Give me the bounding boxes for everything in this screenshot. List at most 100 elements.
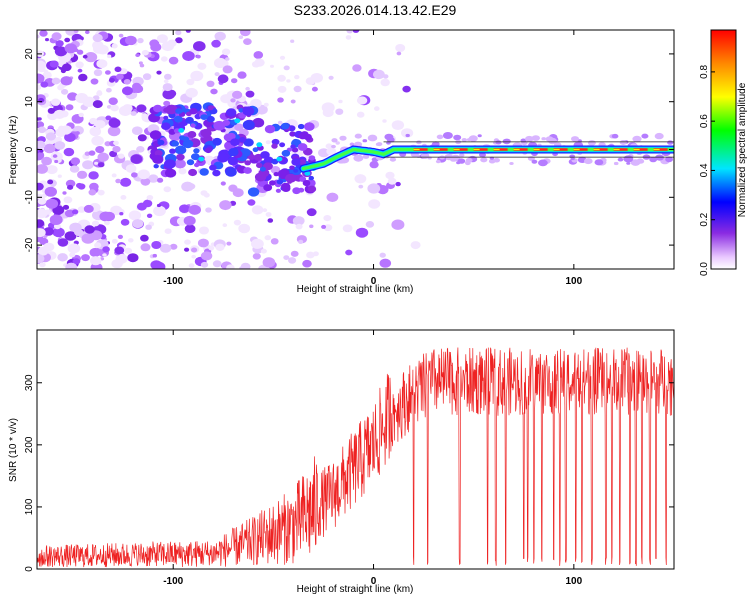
heatmap-cell bbox=[354, 133, 362, 139]
heatmap-cell bbox=[141, 113, 148, 118]
heatmap-cell bbox=[142, 73, 152, 81]
heatmap-cell bbox=[290, 39, 295, 43]
heatmap-cell bbox=[43, 227, 54, 236]
heatmap-cell bbox=[154, 150, 163, 157]
heatmap-cell bbox=[405, 133, 410, 138]
heatmap-cell bbox=[70, 251, 76, 256]
heatmap-cell bbox=[140, 243, 151, 252]
heatmap-cell bbox=[124, 247, 133, 254]
heatmap-cell bbox=[200, 114, 208, 120]
heatmap-cell bbox=[166, 89, 177, 98]
heatmap-cell bbox=[94, 161, 99, 165]
heatmap-cell bbox=[200, 261, 209, 268]
heatmap-cell bbox=[382, 119, 387, 123]
spectrogram-heatmap bbox=[37, 30, 674, 269]
heatmap-cell bbox=[263, 156, 274, 165]
heatmap-cell bbox=[297, 143, 308, 151]
heatmap-cell bbox=[352, 30, 360, 33]
heatmap-cell bbox=[141, 49, 149, 56]
heatmap-cell bbox=[197, 62, 207, 70]
heatmap-cell bbox=[97, 90, 102, 95]
heatmap-cell bbox=[252, 117, 265, 128]
heatmap-cell bbox=[39, 262, 46, 268]
colorbar-axis: 0.0 0.2 0.4 0.6 0.8 bbox=[699, 64, 715, 276]
heatmap-cell bbox=[84, 225, 95, 234]
heatmap-cell bbox=[368, 199, 381, 209]
heatmap-cell bbox=[263, 184, 273, 192]
heatmap-cell bbox=[132, 219, 144, 229]
heatmap-cell bbox=[243, 38, 252, 45]
heatmap-cell bbox=[307, 185, 317, 193]
heatmap-cell bbox=[37, 126, 47, 134]
heatmap-cell bbox=[222, 65, 233, 74]
heatmap-cell bbox=[271, 138, 280, 146]
heatmap-cell bbox=[252, 252, 261, 260]
heatmap-cell bbox=[60, 125, 72, 135]
heatmap-cell bbox=[362, 139, 368, 143]
heatmap-cell bbox=[130, 154, 143, 164]
heatmap-cell bbox=[208, 245, 215, 251]
heatmap-cell bbox=[77, 68, 83, 73]
heatmap-cell bbox=[206, 80, 215, 88]
heatmap-cell bbox=[495, 140, 502, 145]
heatmap-cell bbox=[128, 238, 134, 243]
heatmap-cell bbox=[619, 140, 627, 145]
heatmap-cell bbox=[248, 154, 256, 160]
heatmap-cell bbox=[151, 241, 162, 249]
heatmap-cell bbox=[275, 188, 281, 193]
heatmap-cell bbox=[111, 259, 123, 269]
snr-y-tick-label: 300 bbox=[24, 374, 35, 391]
heatmap-cell bbox=[641, 133, 649, 139]
heatmap-cell bbox=[88, 189, 97, 196]
heatmap-cell bbox=[185, 30, 191, 33]
heatmap-cell bbox=[107, 126, 121, 137]
heatmap-cell bbox=[264, 125, 276, 134]
heatmap-cell bbox=[238, 108, 244, 113]
heatmap-cell bbox=[39, 30, 48, 37]
heatmap-cell bbox=[110, 104, 119, 112]
heatmap-cell bbox=[91, 135, 104, 146]
heatmap-cell bbox=[37, 121, 45, 129]
heatmap-cell bbox=[354, 174, 367, 184]
heatmap-cell bbox=[197, 238, 209, 248]
heatmap-cell bbox=[118, 105, 132, 116]
spectrogram-y-tick-label: 0 bbox=[24, 146, 35, 152]
heatmap-cell bbox=[209, 164, 217, 171]
heatmap-cell bbox=[105, 70, 111, 75]
heatmap-cell bbox=[263, 102, 269, 107]
heatmap-cell bbox=[308, 155, 316, 161]
heatmap-cell bbox=[230, 138, 240, 146]
heatmap-cell bbox=[88, 171, 99, 180]
heatmap-cell bbox=[165, 104, 178, 115]
heatmap-cell bbox=[90, 78, 99, 85]
heatmap-cell bbox=[367, 134, 378, 142]
heatmap-cell bbox=[244, 160, 251, 166]
heatmap-cell bbox=[335, 108, 344, 115]
heatmap-cell bbox=[57, 84, 64, 91]
heatmap-cell bbox=[74, 228, 84, 236]
heatmap-cell bbox=[153, 205, 166, 217]
heatmap-cell bbox=[285, 173, 297, 183]
heatmap-cell bbox=[228, 184, 238, 192]
heatmap-cell bbox=[655, 154, 664, 161]
heatmap-cell bbox=[667, 140, 674, 145]
heatmap-cell bbox=[200, 190, 208, 196]
spectrogram-x-tick-label: -100 bbox=[163, 276, 183, 287]
heatmap-cell bbox=[297, 123, 305, 130]
heatmap-cell bbox=[243, 167, 252, 174]
heatmap-cell bbox=[163, 186, 172, 193]
heatmap-cell bbox=[175, 108, 183, 114]
heatmap-cell bbox=[538, 159, 548, 167]
heatmap-cell bbox=[395, 44, 406, 52]
spectrogram-x-tick-label: 100 bbox=[565, 276, 582, 287]
heatmap-cell bbox=[62, 63, 72, 72]
heatmap-cell bbox=[231, 78, 238, 84]
heatmap-cell bbox=[465, 157, 473, 163]
heatmap-cell bbox=[181, 181, 194, 192]
heatmap-cell bbox=[137, 169, 150, 180]
heatmap-cell bbox=[416, 140, 422, 145]
heatmap-cell bbox=[41, 156, 52, 166]
heatmap-cell bbox=[54, 141, 66, 150]
heatmap-cell bbox=[164, 228, 172, 234]
heatmap-cell bbox=[276, 179, 284, 185]
